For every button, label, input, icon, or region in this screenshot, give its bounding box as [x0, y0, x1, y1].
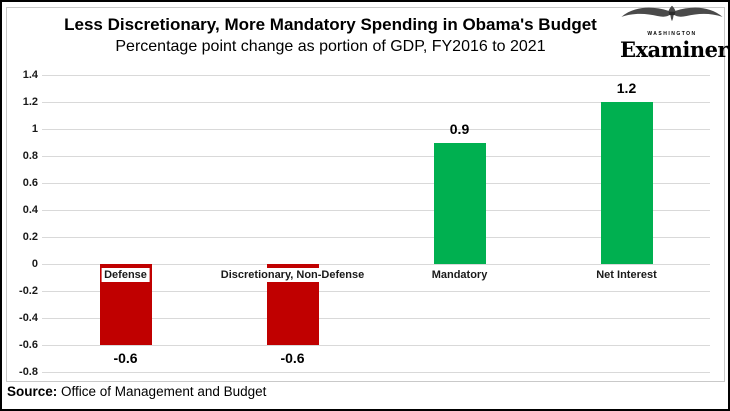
- logo-examiner-text: Examiner: [620, 37, 729, 62]
- y-tick-label: -0.8: [19, 366, 38, 378]
- logo-washington-text: WASHINGTON: [644, 32, 700, 37]
- category-label-discretionary-non-defense: Discretionary, Non-Defense: [217, 268, 368, 282]
- eagle-icon: [621, 5, 723, 22]
- y-tick-label: 1.4: [22, 69, 38, 81]
- y-tick-label: 0.2: [22, 231, 38, 243]
- gridline: [42, 209, 710, 211]
- gridline: [42, 101, 710, 103]
- gridline: [42, 290, 710, 292]
- y-tick-label: -0.2: [19, 285, 38, 297]
- value-label-net-interest: 1.2: [616, 80, 637, 96]
- gridline: [42, 317, 710, 319]
- gridline: [42, 155, 710, 157]
- gridline: [42, 74, 710, 76]
- y-tick-label: 0.4: [22, 204, 38, 216]
- chart-subtitle: Percentage point change as portion of GD…: [115, 38, 546, 55]
- plot-area: 1.4 1.2 1 0.8 0.6 0.4 0.2 0 -0.2 -0.4 -0.6 -0.8 Defe…: [19, 69, 710, 378]
- y-tick-label: -0.6: [19, 339, 38, 351]
- y-tick-label: 0: [31, 258, 38, 270]
- y-tick-label: -0.4: [19, 312, 38, 324]
- category-label-mandatory: Mandatory: [428, 268, 491, 282]
- category-label-net-interest: Net Interest: [593, 268, 660, 282]
- chart-canvas: Less Discretionary, More Mandatory Spend…: [6, 4, 729, 382]
- y-tick-label: 0.6: [22, 177, 38, 189]
- gridline: [42, 371, 710, 373]
- category-label-defense: Defense: [101, 268, 150, 282]
- value-label-discretionary-non-defense: -0.6: [280, 350, 305, 366]
- source-note: Source: Office of Management and Budget: [7, 384, 266, 399]
- gridline: [42, 128, 710, 130]
- value-label-mandatory: 0.9: [449, 120, 470, 137]
- source-text: Office of Management and Budget: [57, 384, 267, 399]
- chart-title: Less Discretionary, More Mandatory Spend…: [64, 15, 597, 34]
- gridline: [42, 182, 710, 184]
- publisher-logo: WASHINGTON Examiner: [620, 4, 729, 62]
- bar-net-interest: [600, 102, 653, 264]
- gridline: [42, 344, 710, 346]
- bar-mandatory: [433, 142, 486, 264]
- value-label-defense: -0.6: [113, 350, 138, 366]
- y-tick-label: 1.2: [22, 96, 38, 108]
- gridline: [42, 263, 710, 265]
- y-tick-label: 1: [31, 123, 38, 135]
- gridline: [42, 236, 710, 238]
- y-tick-label: 0.8: [22, 150, 38, 162]
- source-label: Source:: [7, 384, 58, 399]
